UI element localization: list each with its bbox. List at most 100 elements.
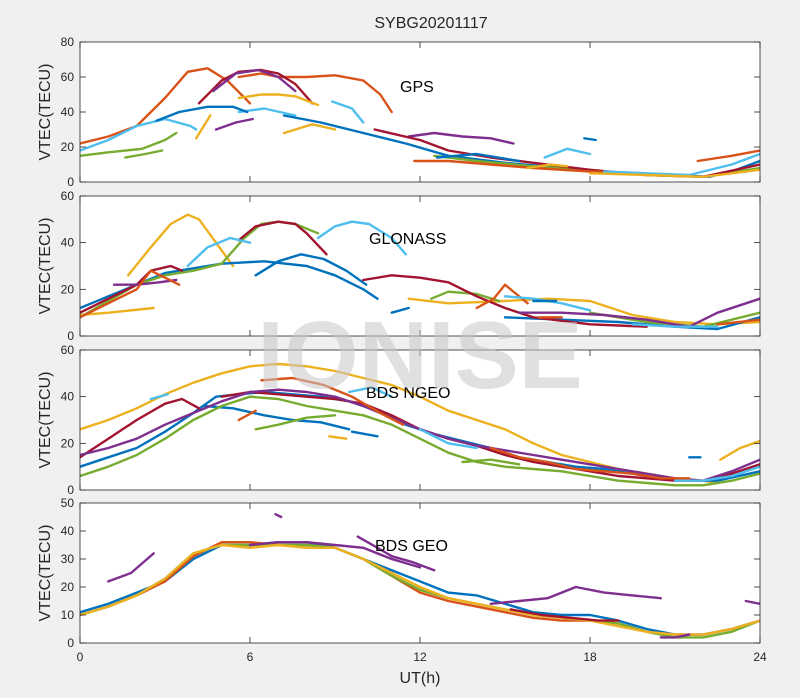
series-line-13 <box>362 274 648 328</box>
series-line-14 <box>112 278 178 286</box>
x-tick-label: 12 <box>413 650 427 664</box>
series-line-25 <box>583 137 597 142</box>
series-line-8 <box>220 390 760 482</box>
y-axis-label: VTEC(TECU) <box>37 525 54 622</box>
y-tick-label: 20 <box>61 282 75 296</box>
series-line-7 <box>80 397 201 459</box>
series-group <box>80 67 760 179</box>
panel-annotation: GLONASS <box>369 231 446 248</box>
series-line-7 <box>80 117 198 152</box>
plot-area <box>80 42 760 182</box>
y-tick-label: 30 <box>61 552 75 566</box>
y-axis-label: VTEC(TECU) <box>37 218 54 315</box>
series-line-10 <box>260 376 405 426</box>
series-line-15 <box>673 465 760 482</box>
series-line-2 <box>237 72 393 114</box>
series-line-1 <box>80 541 760 636</box>
series-line-16 <box>407 131 515 145</box>
series-line-11 <box>744 599 760 605</box>
y-axis-label: VTEC(TECU) <box>37 64 54 161</box>
series-line-4 <box>211 68 297 93</box>
series-line-12 <box>80 131 178 158</box>
series-line-11 <box>489 446 691 480</box>
series-line-2 <box>719 439 760 461</box>
series-line-26 <box>526 163 569 170</box>
series-group <box>80 362 760 487</box>
y-tick-label: 20 <box>61 580 75 594</box>
panel-annotation: BDS GEO <box>375 538 448 555</box>
series-line-2 <box>80 306 155 317</box>
series-line-19 <box>696 149 760 163</box>
series-line-6 <box>390 306 410 314</box>
series-line-18 <box>413 159 648 175</box>
series-line-18 <box>328 435 348 440</box>
y-tick-label: 40 <box>61 524 75 538</box>
series-line-19 <box>716 318 760 326</box>
series-line-5 <box>237 93 320 107</box>
y-tick-label: 20 <box>61 140 75 154</box>
chart-panel-2: 0 20 40 60 VTEC(TECU) GLONASS <box>37 189 761 343</box>
series-line-9 <box>430 290 501 303</box>
series-line-9 <box>331 100 365 124</box>
series-line-16 <box>350 430 379 438</box>
chart-panel-3: 0 20 40 60 VTEC(TECU) BDS NGEO <box>37 343 761 497</box>
series-line-23 <box>631 323 719 328</box>
watermark: IONISE <box>257 302 582 409</box>
series-line-13 <box>124 149 164 159</box>
y-axis-label: VTEC(TECU) <box>37 372 54 469</box>
chart-panel-4: 0 6 12 18 24 0 10 20 30 40 50 VTEC(TECU) BDS GEO <box>37 496 767 664</box>
series-line-19 <box>237 409 257 422</box>
x-tick-label: 24 <box>753 650 767 664</box>
series-line-6 <box>254 414 337 431</box>
series-line-5 <box>254 253 368 286</box>
series-line-8 <box>274 513 283 519</box>
x-tick-label: 0 <box>77 650 84 664</box>
series-line-5 <box>107 552 155 583</box>
series-line-6 <box>194 114 212 140</box>
figure-title: SYBG20201117 <box>374 15 487 32</box>
plot-area <box>80 196 760 336</box>
series-line-16 <box>80 269 181 319</box>
chart-panel-1: 0 20 40 60 80 VTEC(TECU) GPS <box>37 35 761 189</box>
series-line-14 <box>418 428 478 450</box>
series-line-12 <box>237 220 328 256</box>
y-tick-label: 0 <box>67 329 74 343</box>
x-axis-label: UT(h) <box>400 670 441 687</box>
y-tick-label: 0 <box>67 636 74 650</box>
y-tick-label: 60 <box>61 70 75 84</box>
series-group <box>80 513 760 639</box>
series-line-20 <box>543 147 592 159</box>
y-tick-label: 40 <box>61 105 75 119</box>
series-line-10 <box>155 105 249 123</box>
series-line-5 <box>80 395 760 487</box>
y-tick-label: 80 <box>61 35 75 49</box>
panel-annotation: GPS <box>400 79 434 96</box>
series-group <box>80 213 760 331</box>
y-tick-label: 0 <box>67 483 74 497</box>
y-tick-label: 10 <box>61 608 75 622</box>
x-tick-label: 18 <box>583 650 597 664</box>
series-line-23 <box>588 168 760 179</box>
series-line-7 <box>356 535 436 572</box>
series-line-15 <box>518 297 760 328</box>
y-tick-label: 50 <box>61 496 75 510</box>
y-tick-label: 20 <box>61 436 75 450</box>
series-line-24 <box>435 152 521 163</box>
y-tick-label: 60 <box>61 343 75 357</box>
series-line-20 <box>461 458 521 466</box>
series-line-6 <box>248 541 422 569</box>
y-tick-label: 40 <box>61 390 75 404</box>
series-line-4 <box>203 404 351 431</box>
series-line-13 <box>348 386 393 398</box>
y-tick-label: 40 <box>61 236 75 250</box>
series-line-10 <box>659 633 691 639</box>
series-line-21 <box>316 220 407 256</box>
y-tick-label: 0 <box>67 175 74 189</box>
series-line-3 <box>407 297 760 326</box>
series-line-9 <box>489 585 662 605</box>
series-line-21 <box>603 152 760 177</box>
series-line-11 <box>80 264 184 314</box>
y-tick-label: 60 <box>61 189 75 203</box>
series-line-22 <box>282 123 337 135</box>
